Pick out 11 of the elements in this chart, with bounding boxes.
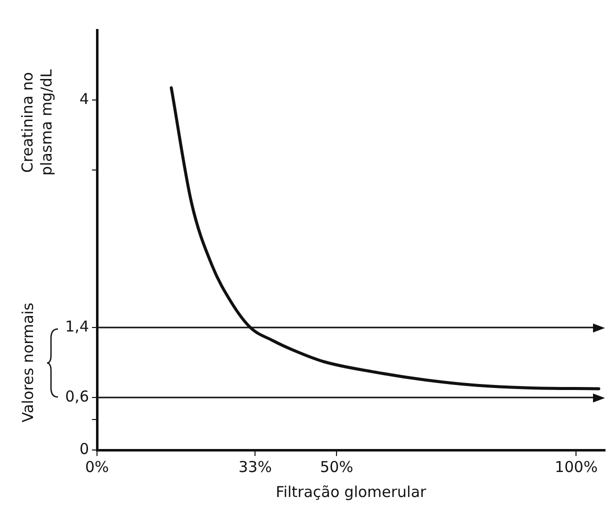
text: Valores normais bbox=[18, 302, 37, 422]
y-tick-label: 0 bbox=[79, 440, 89, 458]
x-tick-label: 0% bbox=[85, 458, 109, 476]
x-tick-label: 100% bbox=[554, 458, 598, 476]
y-tick-label: 0,6 bbox=[65, 387, 89, 406]
y-tick-label: 1,4 bbox=[65, 317, 89, 336]
x-axis-title: Filtração glomerular bbox=[276, 482, 428, 501]
y-axis-title: Creatinina no plasma mg/dL bbox=[18, 68, 56, 176]
x-tick-label: 33% bbox=[238, 458, 272, 476]
x-tick-label: 50% bbox=[320, 458, 354, 476]
y-tick-label: 4 bbox=[79, 90, 89, 108]
